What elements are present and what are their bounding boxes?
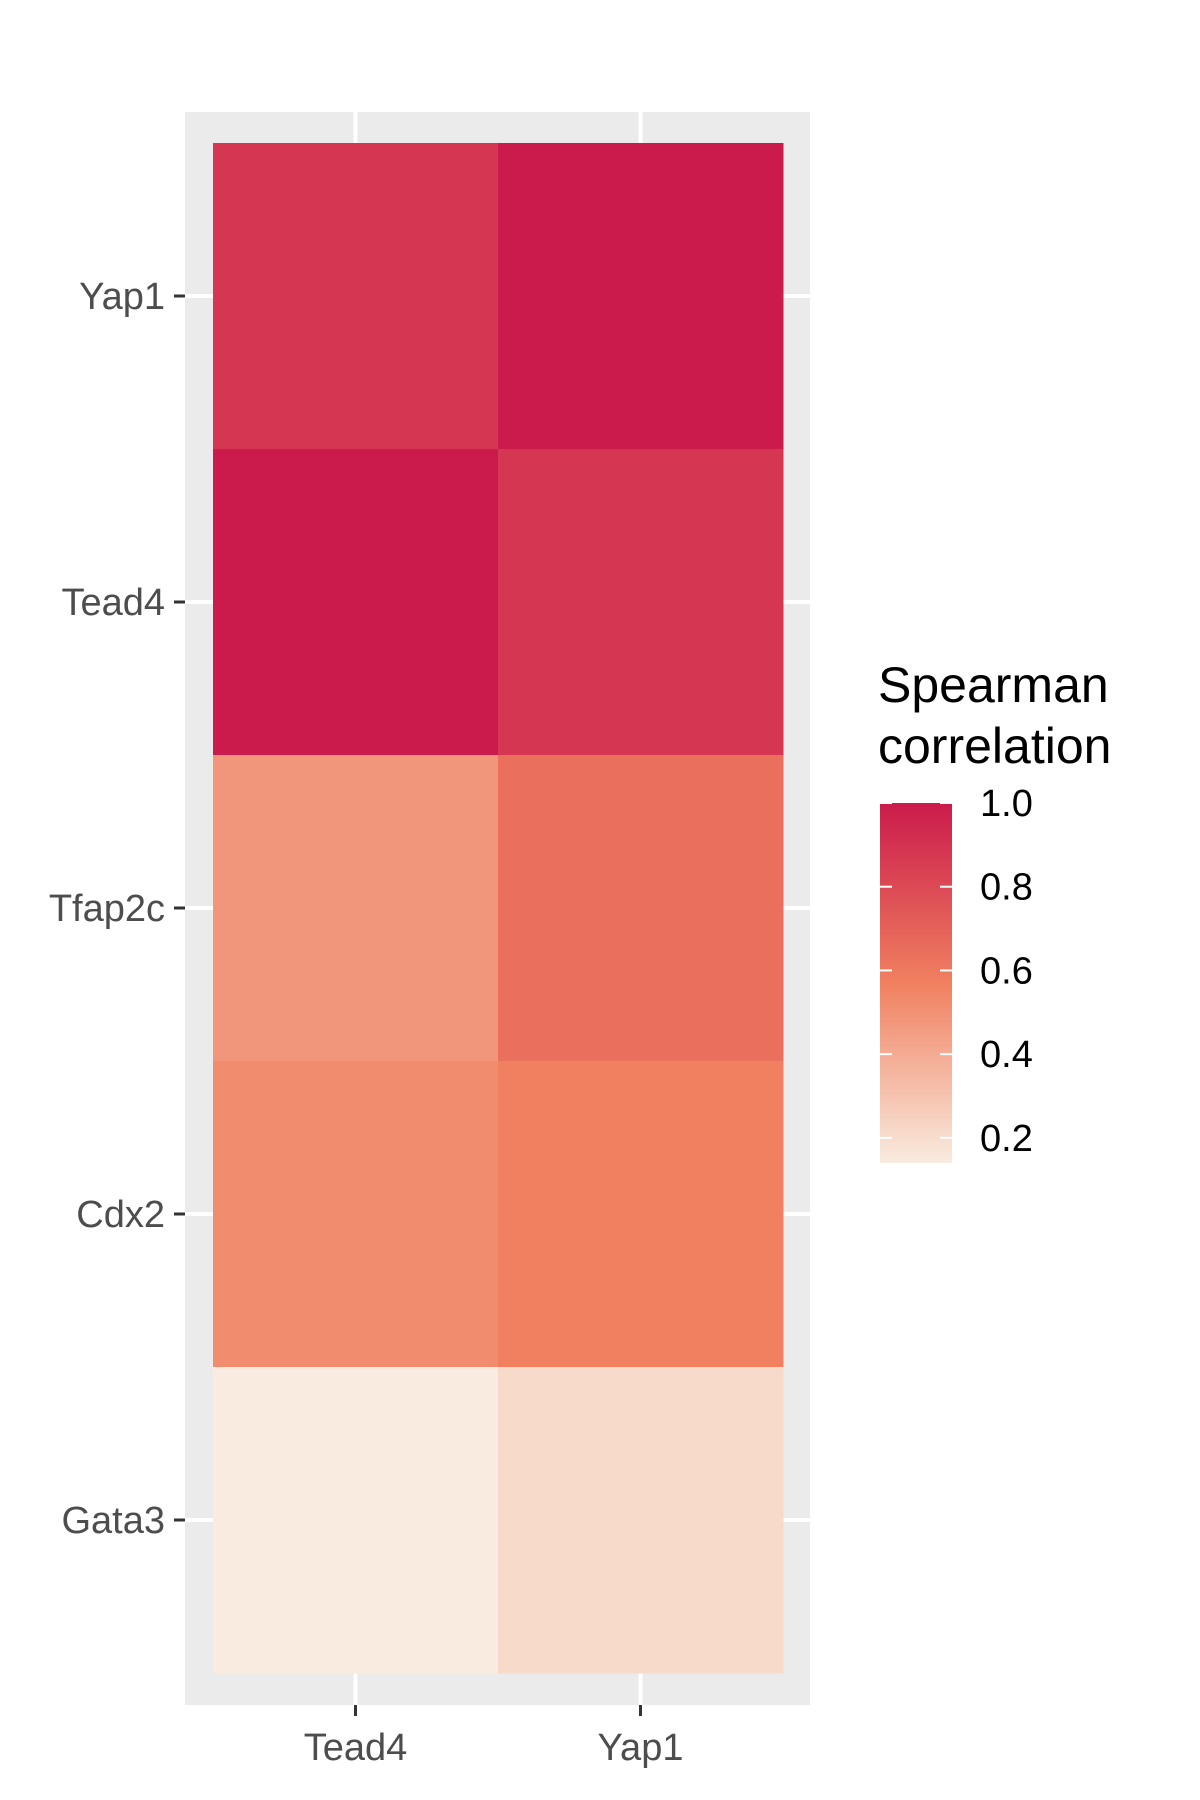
y-tick-label-yap1: Yap1	[79, 276, 165, 318]
y-tick-label-cdx2: Cdx2	[76, 1194, 165, 1236]
heatmap-cell-tead4-tead4	[213, 449, 499, 756]
legend-title-line-2: correlation	[878, 718, 1111, 774]
heatmap-cell-tead4-cdx2	[213, 1061, 499, 1368]
legend-ticks: 1.0 0.8 0.6 0.4 0.2	[880, 783, 1033, 1160]
heatmap-cell-tead4-tfap2c	[213, 755, 499, 1062]
legend-tick-label-2: 0.6	[980, 950, 1033, 992]
y-tick-label-gata3: Gata3	[61, 1500, 165, 1542]
y-tick-label-tead4: Tead4	[61, 582, 165, 624]
legend-title-line-1: Spearman	[878, 657, 1109, 713]
color-legend: Spearman correlation 1.0 0.8 0.6 0.4 0.2	[878, 657, 1111, 1163]
legend-tick-label-1: 0.8	[980, 867, 1033, 909]
legend-tick-label-3: 0.4	[980, 1034, 1033, 1076]
heatmap-cell-tead4-gata3	[213, 1367, 499, 1674]
heatmap-cell-yap1-tead4	[498, 449, 784, 756]
heatmap-cells	[213, 143, 784, 1674]
x-axis: Tead4 Yap1	[304, 1705, 684, 1769]
x-tick-label-yap1: Yap1	[598, 1727, 684, 1769]
legend-colorbar	[880, 803, 952, 1163]
heatmap-cell-yap1-gata3	[498, 1367, 784, 1674]
heatmap-cell-tead4-yap1	[213, 143, 499, 450]
heatmap-cell-yap1-yap1	[498, 143, 784, 450]
y-tick-label-tfap2c: Tfap2c	[49, 888, 165, 930]
legend-tick-label-0: 1.0	[980, 783, 1033, 825]
x-tick-label-tead4: Tead4	[304, 1727, 408, 1769]
legend-tick-label-4: 0.2	[980, 1118, 1033, 1160]
heatmap-cell-yap1-cdx2	[498, 1061, 784, 1368]
y-axis: Gata3 Cdx2 Tfap2c Tead4 Yap1	[49, 276, 185, 1542]
heatmap-cell-yap1-tfap2c	[498, 755, 784, 1062]
